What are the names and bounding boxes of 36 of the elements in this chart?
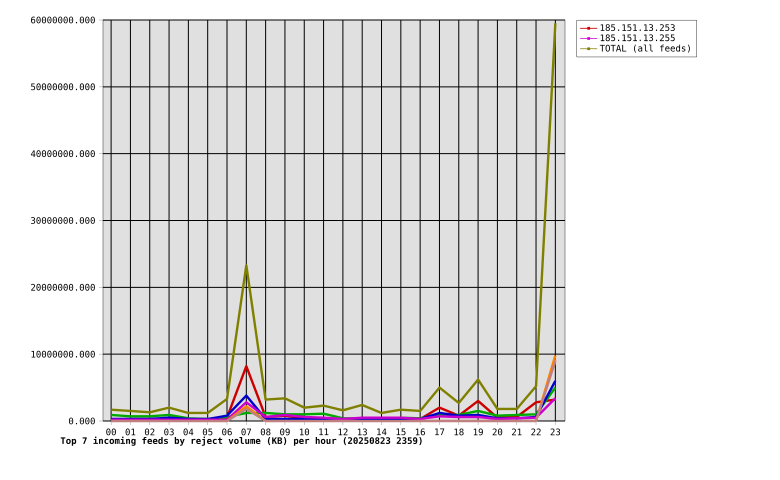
x-tick-label: 01 (126, 428, 136, 436)
x-tick-label: 12 (338, 428, 348, 436)
x-tick-label: 16 (416, 428, 425, 436)
x-tick-label: 10 (300, 428, 310, 436)
y-tick-label: 30000000.000 (31, 217, 95, 224)
x-tick-label: 09 (280, 428, 290, 436)
x-tick-label: 23 (550, 428, 560, 436)
legend-label: 185.151.13.255 (600, 34, 675, 42)
x-tick-label: 11 (319, 428, 328, 436)
x-tick-label: 20 (492, 428, 502, 436)
x-tick-label: 17 (435, 428, 444, 436)
y-tick-label: 20000000.000 (31, 284, 95, 291)
legend-label: TOTAL (all feeds) (600, 44, 690, 53)
legend-label: 185.151.13.253 (600, 24, 675, 32)
y-tick-label: 50000000.000 (31, 83, 95, 90)
y-tick-label: 40000000.000 (30, 150, 95, 158)
x-tick-label: 14 (377, 428, 386, 436)
x-tick-label: 07 (241, 428, 252, 436)
line-series (110, 22, 557, 414)
x-tick-label: 06 (222, 428, 232, 436)
y-tick-label: 60000000.000 (31, 16, 95, 24)
x-tick-label: 21 (512, 428, 522, 436)
x-tick-label: 08 (260, 428, 270, 436)
x-tick-label: 03 (164, 428, 174, 436)
x-tick-label: 05 (202, 428, 212, 436)
text: Top 7 incoming feeds by reject volume (KB) per hour (20250823 2359) (60, 436, 422, 446)
x-tick-label: 19 (474, 428, 483, 436)
y-tick-label: 10000000.000 (32, 350, 95, 358)
x-tick-label: 04 (184, 428, 194, 436)
x-tick-label: 22 (531, 428, 541, 436)
x-tick-label: 15 (396, 428, 406, 436)
x-tick-label: 13 (358, 428, 367, 436)
y-tick-label: 0.000 (68, 418, 95, 424)
x-tick-label: 18 (454, 428, 464, 436)
x-tick-label: 02 (144, 428, 154, 436)
x-tick-label: 00 (106, 428, 116, 436)
